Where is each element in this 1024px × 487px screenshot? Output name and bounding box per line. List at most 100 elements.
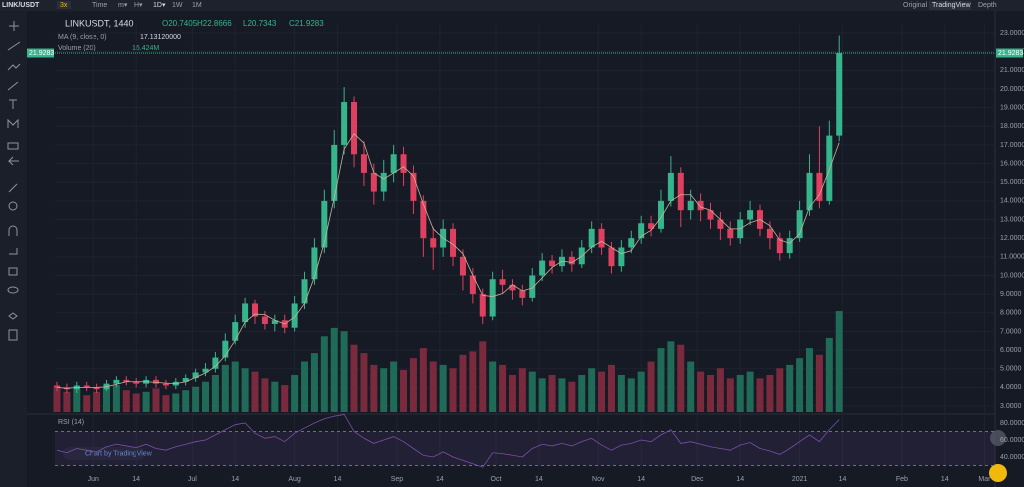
x-tick-label: Feb	[896, 476, 908, 483]
candle-body	[766, 228, 773, 239]
candle-body	[697, 200, 704, 211]
ma-value: 17.13120000	[140, 34, 181, 41]
candle-body	[727, 228, 734, 239]
rsi-tick-label: 80.0000	[1000, 420, 1024, 427]
volume-bar	[835, 311, 843, 412]
interval[interactable]: H▾	[134, 2, 143, 9]
volume-bar	[677, 344, 685, 412]
view-original[interactable]: Original	[903, 2, 928, 9]
volume-bar	[617, 374, 625, 412]
y-tick-label: 21.0000	[1000, 67, 1024, 74]
watermark-bg	[63, 447, 145, 460]
volume-bar	[112, 385, 120, 412]
volume-bar	[568, 381, 576, 412]
candle-body	[628, 238, 635, 248]
y-tick-label: 19.0000	[1000, 104, 1024, 111]
candle-body	[509, 284, 516, 291]
candle-body	[430, 238, 437, 248]
y-tick-label: 9.0000	[1000, 291, 1022, 298]
candle-body	[786, 238, 793, 254]
volume-bar	[380, 368, 388, 412]
volume-bar	[766, 374, 774, 412]
volume-bar	[73, 388, 81, 412]
volume-bar	[756, 378, 764, 412]
volume-bar	[281, 385, 289, 412]
rsi-name: RSI (14)	[58, 419, 84, 426]
volume-bar	[508, 374, 516, 412]
x-tick-label: Jul	[188, 476, 197, 483]
interval[interactable]: 1M	[192, 2, 202, 9]
candle-body	[499, 279, 506, 285]
volume-bar	[736, 374, 744, 412]
view-tradingview[interactable]: TradingView	[932, 2, 971, 9]
interval[interactable]: 1W	[172, 2, 183, 9]
candle-body	[390, 154, 397, 173]
volume-bar	[459, 354, 467, 412]
candle-body	[370, 172, 377, 192]
candle-body	[301, 279, 308, 304]
volume-bar	[162, 395, 170, 412]
candle-body	[479, 294, 486, 317]
volume-value: 16.424M	[132, 45, 159, 52]
interval[interactable]: 1D▾	[153, 2, 166, 9]
candle-body	[271, 320, 278, 324]
volume-bar	[211, 374, 219, 412]
candle-body	[598, 228, 605, 248]
scroll-button[interactable]	[990, 430, 1006, 446]
candle-body	[420, 200, 427, 239]
volume-bar	[251, 371, 259, 412]
candle-body	[321, 200, 328, 248]
candle-body	[707, 210, 714, 220]
volume-bar	[548, 374, 556, 412]
volume-bar	[192, 386, 200, 412]
volume-bar	[63, 391, 71, 412]
volume-bar	[301, 361, 309, 412]
chart-title: LINKUSDT, 1440	[65, 18, 134, 28]
view-depth[interactable]: Depth	[978, 2, 997, 9]
x-tick-label: 14	[839, 476, 847, 483]
candle-body	[123, 379, 130, 382]
candle-body	[588, 228, 595, 248]
rsi-tick-label: 60.0000	[1000, 437, 1024, 444]
volume-bar	[291, 374, 299, 412]
interval[interactable]: m▾	[118, 2, 128, 9]
chat-button[interactable]	[989, 464, 1007, 482]
symbol[interactable]: LINK/USDT	[2, 2, 40, 9]
y-tick-label: 14.0000	[1000, 198, 1024, 205]
y-tick-label: 16.0000	[1000, 160, 1024, 167]
candle-body	[192, 372, 199, 379]
volume-bar	[806, 348, 814, 412]
candle-body	[162, 383, 169, 386]
candle-body	[529, 275, 536, 298]
volume-bar	[716, 368, 724, 412]
volume-bar	[449, 368, 457, 412]
candle-body	[459, 256, 466, 276]
rsi-tick-label: 40.0000	[1000, 454, 1024, 461]
volume-bar	[93, 391, 101, 412]
candle-body	[816, 172, 823, 201]
volume-bar	[588, 368, 596, 412]
candle-body	[202, 368, 209, 373]
y-tick-label: 12.0000	[1000, 235, 1024, 242]
volume-bar	[400, 369, 408, 412]
volume-bar	[697, 371, 705, 412]
volume-bar	[202, 381, 210, 412]
volume-bar	[598, 371, 606, 412]
leverage-badge	[57, 1, 71, 9]
watermark[interactable]: Chart by TradingView	[85, 450, 153, 457]
volume-bar	[340, 331, 348, 412]
leverage[interactable]: 3x	[60, 2, 68, 9]
candle-body	[93, 387, 100, 390]
candle-body	[83, 385, 90, 388]
interval[interactable]: Time	[92, 2, 107, 9]
volume-bar	[241, 368, 249, 412]
volume-bar	[706, 374, 714, 412]
price-tag	[27, 48, 54, 58]
y-tick-label: 5.0000	[1000, 366, 1022, 373]
candle-body	[182, 378, 189, 382]
drawing-tools[interactable]	[7, 21, 21, 341]
candle-body	[618, 247, 625, 267]
y-tick-label: 15.0000	[1000, 179, 1024, 186]
volume-bar	[350, 344, 358, 412]
candle-body	[113, 379, 120, 384]
